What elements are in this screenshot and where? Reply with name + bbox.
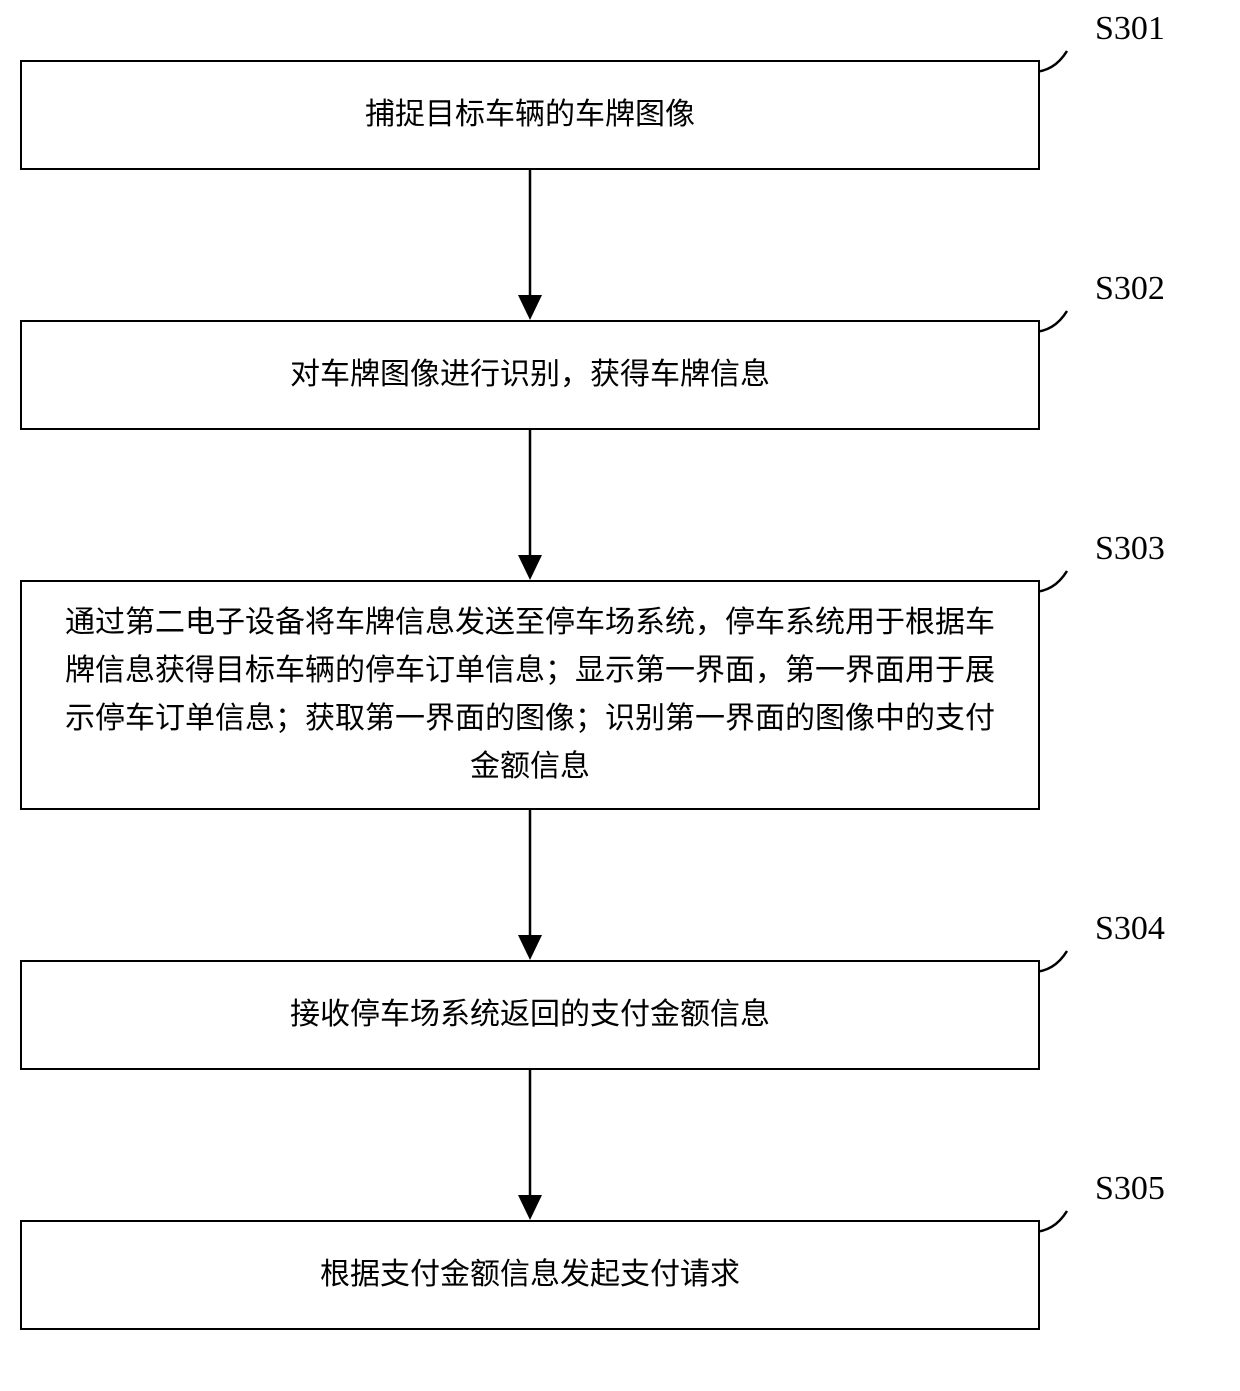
step-s305-text: 根据支付金额信息发起支付请求: [320, 1251, 740, 1299]
step-s305: 根据支付金额信息发起支付请求: [20, 1220, 1040, 1330]
step-s303-text: 通过第二电子设备将车牌信息发送至停车场系统，停车系统用于根据车牌信息获得目标车辆…: [52, 599, 1008, 791]
tick-s303: [1032, 566, 1087, 601]
step-s301-text: 捕捉目标车辆的车牌图像: [365, 91, 695, 139]
step-s304-text: 接收停车场系统返回的支付金额信息: [290, 991, 770, 1039]
tick-s305: [1032, 1206, 1087, 1241]
label-s303: S303: [1095, 530, 1165, 568]
flowchart-container: S301 S302 S303 S304 S305 捕捉目标车辆的车牌图像 对车牌…: [0, 0, 1240, 1391]
arrow-3: [510, 810, 550, 960]
arrow-1: [510, 170, 550, 320]
label-s304: S304: [1095, 910, 1165, 948]
step-s302: 对车牌图像进行识别，获得车牌信息: [20, 320, 1040, 430]
tick-s302: [1032, 306, 1087, 341]
step-s301: 捕捉目标车辆的车牌图像: [20, 60, 1040, 170]
step-s304: 接收停车场系统返回的支付金额信息: [20, 960, 1040, 1070]
step-s302-text: 对车牌图像进行识别，获得车牌信息: [290, 351, 770, 399]
arrow-2: [510, 430, 550, 580]
label-s301: S301: [1095, 10, 1165, 48]
tick-s301: [1032, 46, 1087, 81]
step-s303: 通过第二电子设备将车牌信息发送至停车场系统，停车系统用于根据车牌信息获得目标车辆…: [20, 580, 1040, 810]
label-s305: S305: [1095, 1170, 1165, 1208]
tick-s304: [1032, 946, 1087, 981]
label-s302: S302: [1095, 270, 1165, 308]
arrow-4: [510, 1070, 550, 1220]
